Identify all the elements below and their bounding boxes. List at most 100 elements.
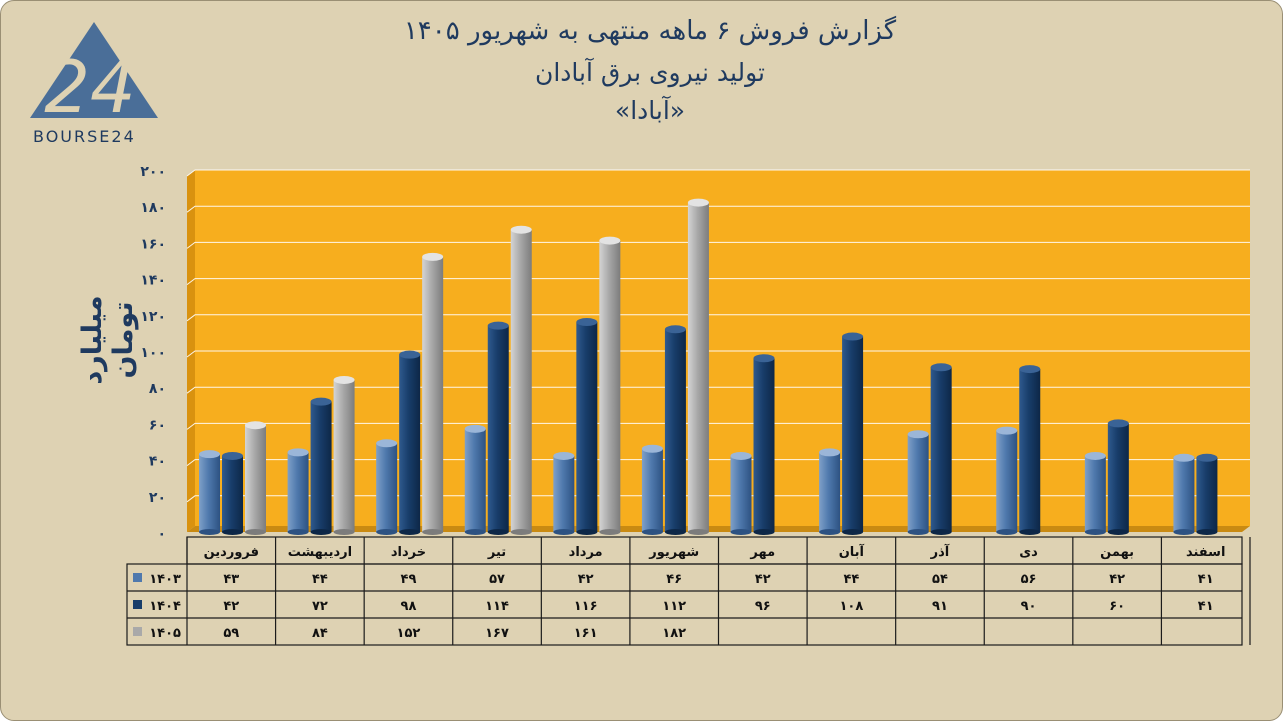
y-tick-label: ۴۰	[149, 454, 166, 470]
bar-body	[287, 452, 309, 532]
data-label: ۴۱	[1198, 572, 1214, 587]
bar-body	[310, 401, 332, 532]
data-label: ۱۵۲	[397, 626, 421, 641]
data-label: ۱۱۲	[662, 599, 686, 614]
bar-body	[245, 425, 266, 532]
bar-0-0	[199, 450, 220, 535]
bar-base	[1019, 529, 1041, 535]
bar-base	[599, 529, 621, 535]
bar-top	[907, 430, 929, 439]
bar-0-7	[819, 448, 841, 535]
bar-base	[287, 529, 309, 535]
bar-top	[1196, 453, 1218, 462]
bar-top	[996, 426, 1018, 435]
bar-body	[1107, 423, 1129, 532]
bar-body	[399, 354, 421, 532]
bar-top	[576, 318, 598, 327]
bar-base	[1107, 529, 1129, 535]
data-label: ۹۶	[755, 599, 771, 614]
bar-1-9	[1019, 365, 1041, 535]
bar-1-7	[842, 332, 864, 535]
chart-ticker: «آبادا»	[614, 96, 686, 125]
bar-body	[333, 379, 355, 532]
bar-body	[1196, 457, 1218, 532]
data-label: ۵۷	[489, 572, 505, 587]
data-label: ۵۹	[223, 626, 239, 641]
data-label: ۴۲	[223, 599, 239, 614]
y-tick-label: ۲۰	[149, 490, 166, 506]
data-label: ۴۲	[755, 572, 771, 587]
grid-line	[186, 350, 1250, 358]
y-tick-label: ۱۰۰	[140, 345, 166, 361]
x-tick-label: دی	[1019, 545, 1038, 560]
bar-base	[245, 529, 266, 535]
svg-text:24: 24	[44, 45, 136, 129]
bar-base	[819, 529, 841, 535]
data-label: ۱۶۱	[574, 626, 598, 641]
bar-body	[664, 329, 686, 532]
bar-0-3	[464, 424, 486, 535]
bar-base	[222, 529, 243, 535]
bar-1-0	[222, 451, 243, 535]
bar-top	[664, 325, 686, 334]
bar-body	[842, 336, 864, 532]
bar-base	[333, 529, 355, 535]
bar-top	[487, 321, 509, 330]
legend-label: ۱۴۰۳	[149, 572, 181, 587]
bar-body	[730, 455, 752, 532]
bar-body	[907, 434, 929, 532]
bar-base	[687, 529, 709, 535]
bar-top	[930, 363, 952, 372]
bar-0-9	[996, 426, 1018, 535]
plot-back-wall	[195, 170, 1250, 526]
bar-body	[930, 367, 952, 532]
bar-0-4	[553, 451, 575, 535]
bar-2-3	[510, 225, 532, 535]
legend-label: ۱۴۰۵	[149, 626, 181, 641]
bar-base	[664, 529, 686, 535]
bar-body	[753, 358, 775, 532]
data-label: ۶۰	[1109, 599, 1125, 614]
bar-body	[599, 240, 621, 532]
x-tick-label: بهمن	[1100, 545, 1134, 560]
grid-line	[186, 278, 1250, 286]
bars	[199, 198, 1218, 535]
bar-0-1	[287, 448, 309, 535]
y-tick-label: ۲۰۰	[140, 164, 166, 180]
data-table: فروردین اردیبهشت خرداد تیر مرداد شهریور مهر آبا…	[126, 536, 1251, 646]
data-label: ۸۴	[312, 626, 328, 641]
bourse24-logo: 24	[28, 20, 160, 150]
bar-top	[730, 451, 752, 460]
x-tick-label: مرداد	[569, 545, 603, 560]
x-tick-label: تیر	[487, 545, 506, 560]
bar-body	[487, 325, 509, 532]
legend-swatch	[133, 627, 142, 636]
bar-base	[199, 529, 220, 535]
bar-base	[1196, 529, 1218, 535]
bar-1-1	[310, 397, 332, 535]
bar-top	[1019, 365, 1041, 374]
legend-label: ۱۴۰۴	[149, 599, 181, 614]
y-tick-label: ۱۸۰	[140, 200, 166, 216]
bar-1-8	[930, 363, 952, 535]
bar-base	[641, 529, 663, 535]
bar-top	[399, 350, 421, 359]
bar-1-5	[664, 325, 686, 535]
y-tick-label: ۱۶۰	[140, 236, 166, 252]
bar-body	[422, 256, 444, 532]
bar-2-5	[687, 198, 709, 535]
data-label: ۴۴	[843, 572, 859, 587]
y-axis-ticks: ۰ ۲۰ ۴۰ ۶۰ ۸۰ ۱۰۰ ۱۲۰ ۱۴۰ ۱۶۰ ۱۸۰ ۲۰۰	[140, 164, 166, 542]
bar-top	[1107, 419, 1129, 428]
bar-body	[1173, 457, 1195, 532]
bar-top	[422, 252, 444, 261]
y-tick-label: ۱۲۰	[140, 309, 166, 325]
y-tick-label: ۶۰	[149, 417, 166, 433]
bar-body	[641, 448, 663, 532]
bar-base	[464, 529, 486, 535]
bar-top	[245, 421, 266, 430]
data-label: ۱۱۴	[485, 599, 509, 614]
bar-body	[510, 229, 532, 533]
bar-2-0	[245, 421, 266, 535]
